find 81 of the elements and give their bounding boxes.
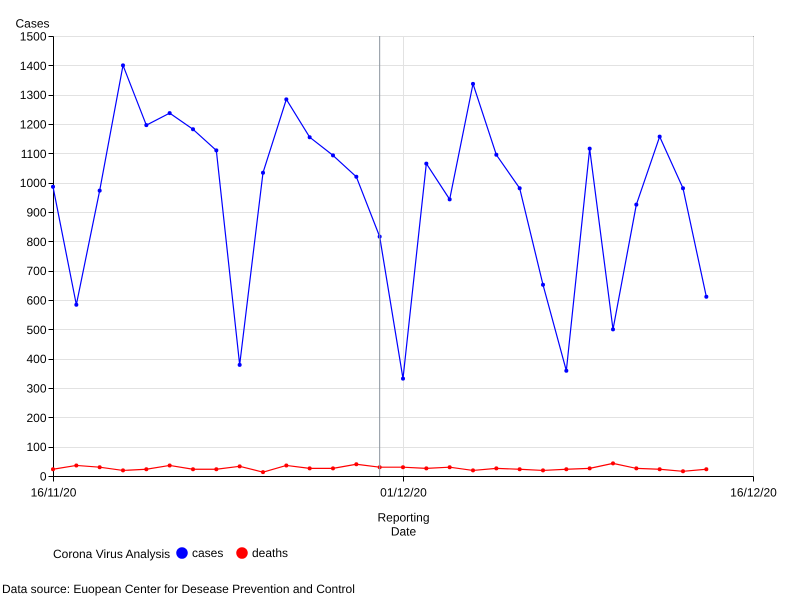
y-tick-label: 400	[26, 352, 47, 366]
y-tick-label: 700	[26, 264, 47, 278]
point	[74, 463, 78, 468]
point	[331, 466, 335, 470]
y-tick-label: 1000	[20, 176, 47, 190]
point	[331, 153, 335, 158]
point	[51, 184, 55, 189]
point	[424, 162, 428, 166]
point	[704, 294, 708, 299]
point	[191, 467, 195, 472]
point	[168, 463, 172, 468]
point	[588, 146, 592, 151]
y-tick-label: 1100	[20, 146, 47, 161]
point	[144, 123, 148, 128]
point	[98, 465, 102, 470]
point	[261, 470, 265, 474]
y-tick-label: 300	[26, 382, 47, 396]
point	[214, 467, 218, 472]
point	[51, 467, 55, 472]
point	[518, 186, 522, 190]
point	[238, 464, 242, 468]
x-tick-label: 01/12/20	[380, 486, 428, 500]
point	[401, 465, 405, 470]
point	[471, 82, 475, 86]
y-tick-label: 600	[26, 294, 47, 308]
point	[448, 197, 452, 202]
y-tick-label: 500	[26, 322, 47, 337]
point	[401, 376, 405, 381]
point	[284, 463, 288, 468]
point	[634, 466, 638, 470]
point	[611, 461, 615, 466]
point	[704, 467, 708, 472]
point	[471, 468, 475, 472]
point	[191, 127, 195, 132]
point	[261, 170, 265, 175]
y-tick-label: 1400	[20, 58, 47, 73]
x-tick-label: 16/11/20	[30, 486, 77, 500]
x-tick-label: 16/12/20	[730, 486, 778, 500]
legend-label: cases	[192, 546, 224, 560]
point	[634, 202, 638, 207]
y-tick-label: 1300	[20, 88, 47, 102]
point	[121, 468, 125, 472]
y-tick-label: 0	[40, 470, 47, 484]
point	[354, 174, 358, 179]
y-axis-title: Cases	[16, 16, 50, 30]
point	[448, 465, 452, 470]
legend-label: deaths	[252, 546, 288, 560]
point	[541, 282, 545, 287]
point	[424, 466, 428, 470]
point	[494, 152, 498, 157]
x-axis-title: Reporting Date	[377, 510, 430, 538]
y-tick-label: 900	[26, 206, 47, 220]
point	[284, 97, 288, 102]
point	[658, 134, 662, 139]
point	[214, 148, 218, 152]
point	[168, 111, 172, 116]
point	[658, 467, 662, 472]
y-tick-label: 800	[26, 234, 47, 249]
y-tick-label: 1200	[20, 118, 47, 132]
y-tick-label: 200	[26, 410, 47, 425]
y-tick-label: 1500	[20, 30, 47, 44]
point	[308, 466, 312, 470]
point	[541, 468, 545, 472]
legend-title: Corona Virus Analysis	[53, 547, 170, 561]
point	[144, 467, 148, 472]
point	[518, 467, 522, 472]
point	[308, 135, 312, 140]
point	[564, 368, 568, 373]
point	[564, 467, 568, 472]
point	[238, 362, 242, 367]
point	[681, 186, 685, 190]
point	[121, 63, 125, 68]
y-tick-label: 100	[26, 440, 47, 454]
point	[681, 469, 685, 474]
source-note: Data source: Euopean Center for Desease Prevention and Control	[2, 582, 355, 596]
point	[354, 462, 358, 466]
point	[74, 302, 78, 307]
point	[588, 466, 592, 470]
point	[494, 466, 498, 470]
point	[611, 327, 615, 332]
point	[98, 188, 102, 193]
